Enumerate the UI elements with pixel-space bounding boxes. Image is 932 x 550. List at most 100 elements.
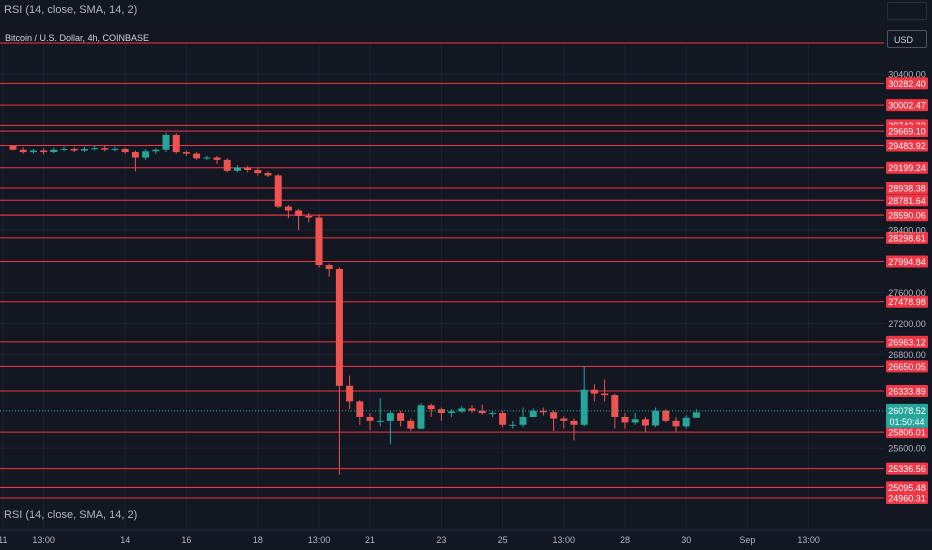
time-tick-label: 23 xyxy=(436,535,446,545)
candle-body xyxy=(305,215,313,218)
candle-body xyxy=(641,419,649,426)
candle-body xyxy=(172,134,180,153)
candle-body xyxy=(274,175,282,207)
level-price-label: 25095.48 xyxy=(888,483,926,493)
level-price-tag xyxy=(886,462,928,475)
grid-lines xyxy=(0,43,884,528)
price-tick-label: 27200.00 xyxy=(888,319,926,329)
candle-body xyxy=(560,418,568,421)
level-price-tag xyxy=(886,139,928,152)
price-tick-label: 26800.00 xyxy=(888,350,926,360)
candle-body xyxy=(50,149,58,153)
time-tick-label: 13:00 xyxy=(553,535,576,545)
level-price-label: 30282.40 xyxy=(888,79,926,89)
candle-body xyxy=(111,148,119,150)
candle-body xyxy=(631,419,639,423)
candle-body xyxy=(60,148,68,150)
candle-body xyxy=(295,210,303,216)
level-price-tag xyxy=(886,295,928,308)
level-price-tag xyxy=(886,182,928,195)
level-price-label: 28938.38 xyxy=(888,184,926,194)
candle-body xyxy=(335,268,343,386)
currency-selector[interactable]: USD xyxy=(887,30,927,48)
candle-body xyxy=(652,410,660,426)
level-price-label: 28781.64 xyxy=(888,196,926,206)
candle-body xyxy=(223,159,231,171)
level-price-tag xyxy=(886,360,928,373)
candle-body xyxy=(488,413,496,415)
candle-body xyxy=(366,416,374,421)
candle-body xyxy=(601,393,609,396)
candle-body xyxy=(346,385,354,402)
candle-body xyxy=(9,145,17,150)
candle-body xyxy=(162,134,170,150)
candle-body xyxy=(264,173,272,176)
candle-body xyxy=(478,410,486,414)
candle-body xyxy=(325,265,333,269)
candle-body xyxy=(121,148,129,153)
price-tick-label: 27600.00 xyxy=(888,288,926,298)
level-price-label: 29483.92 xyxy=(888,141,926,151)
candle-body xyxy=(468,408,476,411)
level-price-tag xyxy=(886,231,928,244)
candle-body xyxy=(499,413,507,425)
indicator-label-top[interactable]: RSI (14, close, SMA, 14, 2) xyxy=(4,4,138,16)
candle-body xyxy=(376,420,384,422)
last-price-tag xyxy=(886,403,928,428)
candle-body xyxy=(284,206,292,211)
candle-body xyxy=(101,148,109,150)
settings-box[interactable] xyxy=(887,2,927,20)
candle-body xyxy=(407,420,415,429)
level-price-tag xyxy=(886,209,928,222)
candle-body xyxy=(590,389,598,394)
level-price-label: 27478.98 xyxy=(888,297,926,307)
candle-body xyxy=(91,148,99,150)
symbol-title: Bitcoin / U.S. Dollar, 4h, COINBASE xyxy=(5,33,150,43)
candle-body xyxy=(182,152,190,154)
level-price-tag xyxy=(886,194,928,207)
candle-body xyxy=(458,408,466,412)
candle-body xyxy=(203,157,211,159)
candle-body xyxy=(244,167,252,170)
level-price-tag xyxy=(886,255,928,268)
candle-body xyxy=(29,150,37,153)
candle-body xyxy=(193,153,201,159)
time-tick-label: 13:00 xyxy=(308,535,331,545)
candle-body xyxy=(213,157,221,160)
level-price-tag xyxy=(886,335,928,348)
time-tick-label: 28 xyxy=(620,535,630,545)
candle-body xyxy=(539,410,547,413)
level-price-label: 26650.05 xyxy=(888,362,926,372)
price-axis[interactable]: 30282.4030002.4729742.2329669.1029483.92… xyxy=(886,70,928,504)
candle-body xyxy=(448,411,456,414)
candle-body xyxy=(80,148,88,151)
candle-body xyxy=(580,389,588,425)
time-tick-label: 25 xyxy=(498,535,508,545)
indicator-label-bottom[interactable]: RSI (14, close, SMA, 14, 2) xyxy=(4,509,138,521)
candle-body xyxy=(692,412,700,418)
time-axis[interactable]: 11 13:00 14 16 18 13:00 21 23 25 13:00 28 30 Sep 13:0… xyxy=(0,529,932,545)
level-price-label: 26963.12 xyxy=(888,337,926,347)
candle-body xyxy=(682,417,690,427)
level-price-tag xyxy=(886,99,928,112)
level-price-label: 25806.01 xyxy=(888,428,926,438)
candle-body xyxy=(152,149,160,152)
level-price-label: 25336.56 xyxy=(888,464,926,474)
price-tick-label: 30400.00 xyxy=(888,70,926,80)
level-price-tag xyxy=(886,161,928,174)
countdown-value: 01:50:44 xyxy=(889,417,924,427)
time-tick-label: 11 xyxy=(0,535,7,545)
time-tick-label: 14 xyxy=(120,535,130,545)
price-tick-label: 25600.00 xyxy=(888,444,926,454)
candle-body xyxy=(233,167,241,171)
candle-body xyxy=(662,410,670,421)
candle-body xyxy=(397,413,405,421)
horizontal-levels xyxy=(0,42,884,499)
candle-body xyxy=(356,401,364,417)
level-price-label: 30002.47 xyxy=(888,101,926,111)
level-price-tag xyxy=(886,77,928,90)
level-price-tag xyxy=(886,491,928,504)
